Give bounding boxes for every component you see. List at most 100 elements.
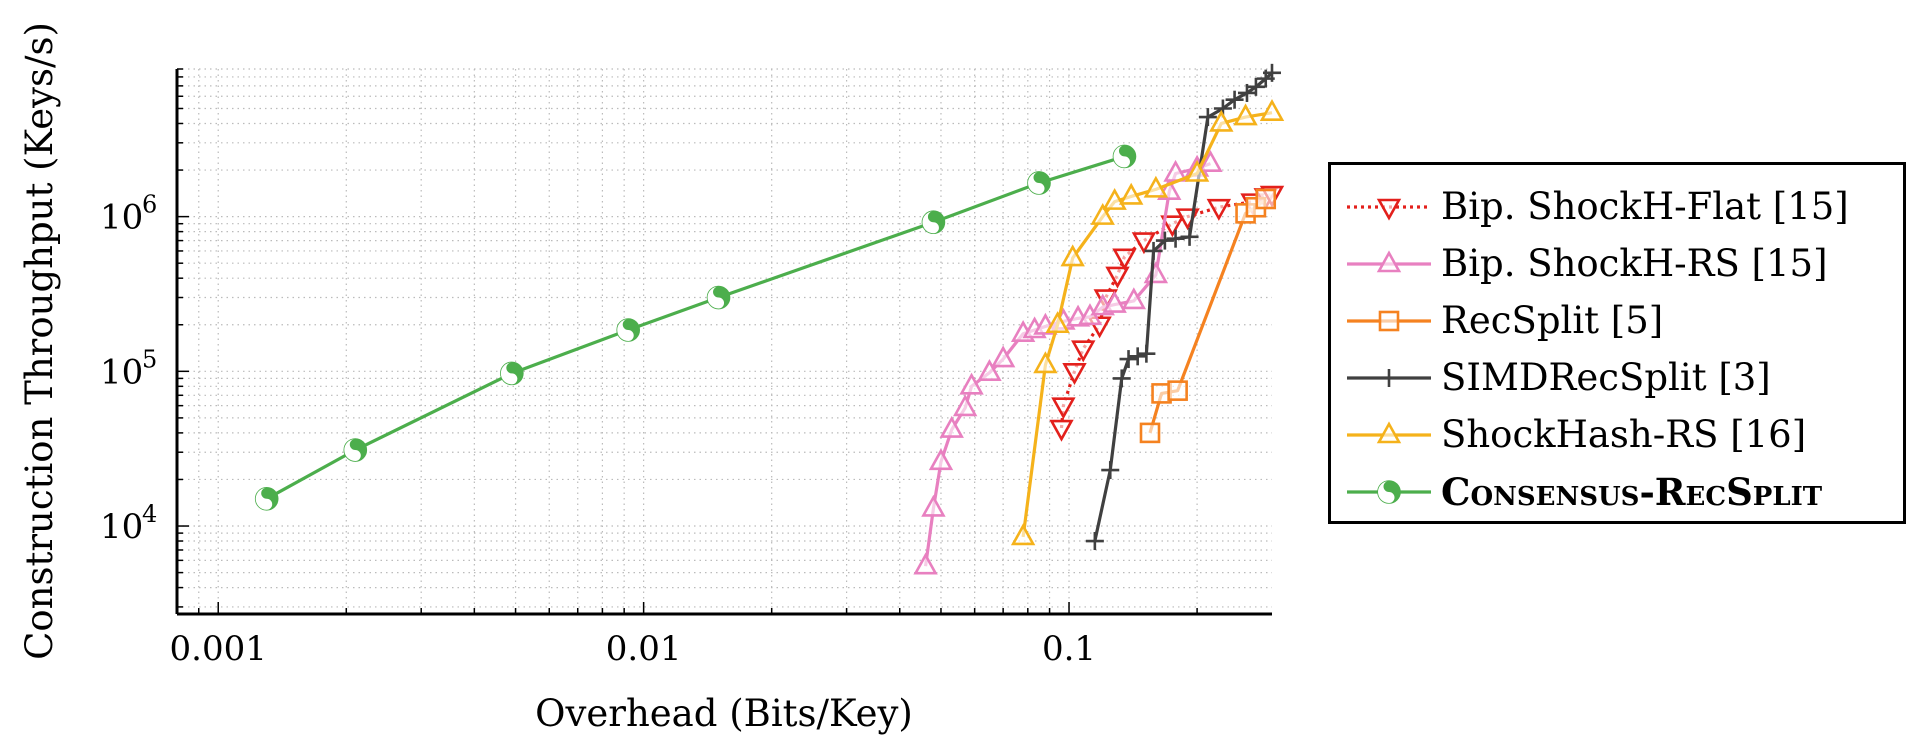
legend: Bip. ShockH-Flat [15] Bip. ShockH-RS [15… [1328,162,1906,524]
data-point [1198,108,1217,127]
data-point [1090,202,1115,225]
data-point [1112,369,1131,388]
data-point [977,359,1002,381]
data-point [1209,109,1234,132]
y-tick-label-exponent: 5 [142,345,157,373]
legend-label-bip-shockh-flat: Bip. ShockH-Flat [15] [1441,185,1849,228]
data-point [1137,344,1156,363]
axes [175,69,1272,616]
data-point [1180,227,1199,246]
data-point [1139,422,1161,444]
y-tick-label: 10 [100,507,143,547]
data-point [1105,266,1130,289]
data-point [959,372,984,395]
legend-swatch-bip-shockh-flat [1347,198,1431,221]
data-point [921,494,946,517]
legend-swatch-shockhash-rs [1347,421,1431,444]
data-point [1377,480,1401,504]
data-point [928,448,954,471]
legend-label-recsplit: RecSplit [5] [1441,299,1664,342]
legend-label-simdrecsplit: SIMDRecSplit [3] [1441,356,1771,399]
data-point [1263,63,1281,82]
data-point [939,415,964,438]
data-point [706,285,731,310]
data-point [1233,103,1258,126]
data-point [921,210,946,235]
data-point [1131,232,1157,255]
legend-item-consensus-recsplit: Consensus-RecSplit [1331,464,1903,520]
data-point [616,318,641,342]
series-4 [1010,98,1285,546]
data-point [1143,261,1169,284]
data-point [1184,159,1210,182]
x-tick-label: 0.1 [1042,629,1096,669]
series-line [265,154,1125,501]
data-point [1380,369,1398,387]
data-point [500,361,524,386]
data-point [1225,90,1244,109]
legend-item-simdrecsplit: SIMDRecSplit [3] [1331,350,1903,406]
series-layer [254,63,1285,575]
y-tick-label-exponent: 6 [142,191,157,219]
data-point [1378,310,1400,332]
data-point [1051,397,1076,420]
data-point [1102,290,1127,313]
data-point [1060,244,1085,267]
data-point [1062,363,1087,386]
data-point [1128,347,1147,366]
data-point [254,486,279,511]
data-point [1246,77,1265,96]
data-point [1085,532,1104,551]
data-point [1101,461,1120,480]
legend-item-shockhash-rs: ShockHash-RS [16] [1331,407,1903,463]
data-point [1049,419,1074,442]
data-point [1160,215,1185,238]
legend-item-bip-shockh-rs: Bip. ShockH-RS [15] [1331,236,1903,292]
y-tick-label-exponent: 4 [142,500,157,528]
data-point [343,438,368,462]
x-tick-label: 0.01 [606,629,682,669]
data-point [1376,250,1402,273]
series-3 [1085,63,1281,551]
data-point [1144,241,1163,260]
data-point [1255,188,1277,210]
data-point [990,345,1016,368]
legend-item-bip-shockh-flat: Bip. ShockH-Flat [15] [1331,179,1903,235]
legend-item-recsplit: RecSplit [5] [1331,293,1903,349]
y-tick-label: 10 [100,198,143,238]
data-point [1118,182,1144,205]
data-point [1071,340,1096,363]
data-point [1376,198,1402,221]
legend-swatch-bip-shockh-rs [1347,250,1431,273]
data-point [1259,98,1285,121]
data-point [1010,523,1036,546]
legend-swatch-recsplit [1347,310,1431,332]
legend-swatch-consensus-recsplit [1347,480,1431,504]
data-point [1119,350,1138,369]
legend-label-bip-shockh-rs: Bip. ShockH-RS [15] [1441,242,1828,285]
y-tick-label: 10 [100,352,143,392]
data-point [1167,380,1188,401]
data-point [1033,351,1058,374]
legend-label-consensus-recsplit: Consensus-RecSplit [1441,470,1823,514]
series-5 [254,144,1137,511]
data-point [1112,248,1137,271]
legend-label-shockhash-rs: ShockHash-RS [16] [1441,413,1807,456]
data-point [1206,198,1232,221]
series-2 [1139,188,1277,444]
x-axis-label: Overhead (Bits/Key) [535,692,913,735]
data-point [1121,287,1147,310]
data-point [1112,144,1137,169]
x-tick-label: 0.001 [170,629,267,669]
data-point [1376,421,1402,444]
data-point [1166,229,1185,248]
data-point [952,394,978,417]
legend-swatch-simdrecsplit [1347,369,1431,387]
data-point [1155,231,1174,250]
data-point [1143,175,1169,198]
y-axis-label: Construction Throughput (Keys/s) [18,22,61,660]
data-point [913,552,938,575]
data-point [1045,311,1070,334]
